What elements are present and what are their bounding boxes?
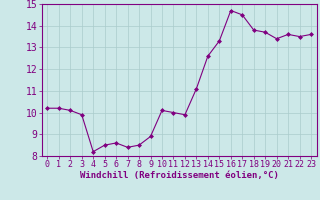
X-axis label: Windchill (Refroidissement éolien,°C): Windchill (Refroidissement éolien,°C) — [80, 171, 279, 180]
